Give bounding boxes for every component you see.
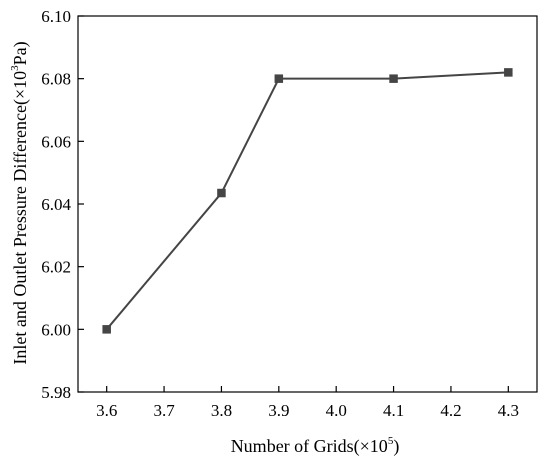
y-axis-ticks: 5.98 6.00 6.02 6.04 6.06 6.08 6.10 [41,7,84,402]
x-tick-label: 3.7 [153,401,175,420]
y-tick-label: 6.04 [41,195,71,214]
x-tick-label: 4.3 [498,401,519,420]
x-tick-label: 4.2 [440,401,461,420]
x-tick-label: 4.0 [326,401,347,420]
series-line [105,71,509,330]
data-point [274,74,284,83]
x-tick-label: 4.1 [383,401,404,420]
y-tick-label: 6.06 [41,132,71,151]
data-point [504,68,513,77]
x-tick-label: 3.8 [211,401,232,420]
y-tick-label: 5.98 [41,383,71,402]
x-tick-label: 3.9 [268,401,289,420]
data-point [217,188,226,198]
y-axis-title: Inlet and Outlet Pressure Difference(×10… [9,41,31,364]
x-tick-label: 3.6 [96,401,117,420]
x-axis-title: Number of Grids(×105) [231,435,400,457]
x-axis-ticks: 3.6 3.7 3.8 3.9 4.0 4.1 4.2 4.3 [96,386,519,420]
data-point [102,325,111,334]
y-tick-label: 6.10 [41,7,71,26]
y-tick-label: 6.02 [41,258,71,277]
data-point [389,74,398,83]
y-tick-label: 6.08 [41,70,71,89]
plot-frame [77,15,538,393]
plot-area [77,15,538,393]
y-tick-label: 6.00 [41,320,71,339]
